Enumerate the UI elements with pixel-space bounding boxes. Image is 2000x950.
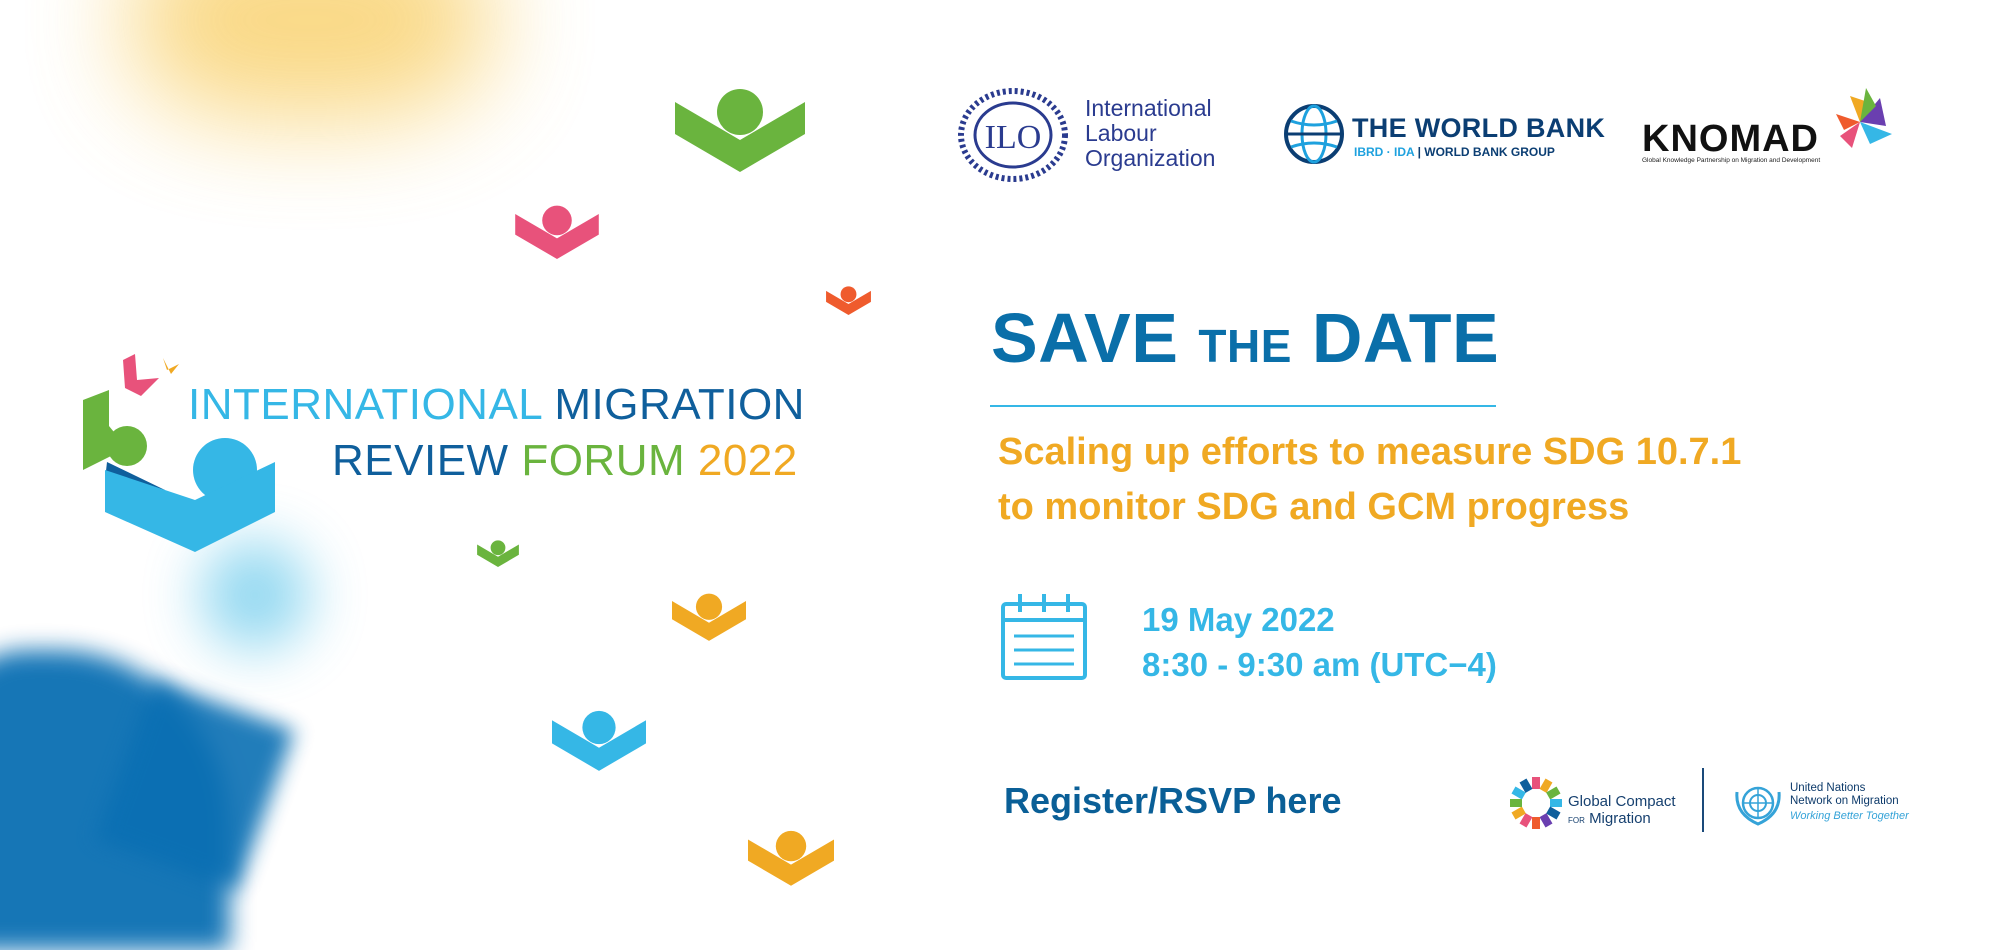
un-line2: Network on Migration	[1790, 795, 1899, 807]
ilo-name-line3: Organization	[1085, 145, 1216, 171]
ilo-name: International Labour Organization	[1085, 96, 1215, 171]
ilo-emblem-text: ILO	[985, 119, 1042, 156]
headline-the: THE	[1198, 320, 1292, 372]
world-bank-sub-group: WORLD BANK GROUP	[1424, 145, 1555, 159]
bird-icon	[552, 710, 646, 771]
world-bank-sub-ibrd: IBRD · IDA	[1354, 145, 1415, 159]
forum-title-line1: INTERNATIONAL MIGRATION	[188, 380, 805, 430]
heading-divider	[990, 405, 1496, 407]
save-the-date-heading: SAVE THE DATE	[991, 298, 1499, 378]
background-yellow-blur	[130, 0, 490, 120]
knomad-star-icon	[1836, 88, 1892, 148]
globe-icon	[1284, 104, 1344, 164]
headline-date: DATE	[1311, 299, 1500, 377]
bird-icon	[826, 286, 871, 315]
forum-title-year: 2022	[697, 436, 798, 485]
bird-icon	[672, 593, 746, 641]
bird-icon	[748, 830, 834, 886]
subtitle-line2: to monitor SDG and GCM progress	[998, 486, 1630, 528]
knomad-tagline: Global Knowledge Partnership on Migratio…	[1642, 157, 1821, 164]
knomad-name: KNOMAD	[1642, 118, 1819, 160]
forum-title-review: REVIEW	[332, 436, 509, 485]
forum-title-line2: REVIEW FORUM 2022	[332, 436, 798, 486]
event-date-time: 19 May 2022 8:30 - 9:30 am (UTC−4)	[1142, 597, 1497, 687]
forum-title-forum: FORUM	[521, 436, 686, 485]
ilo-name-line2: Labour	[1085, 120, 1157, 146]
bird-icon	[477, 540, 519, 567]
ilo-name-line1: International	[1085, 95, 1212, 121]
gcm-line2: Migration	[1589, 810, 1651, 827]
subtitle-line1: Scaling up efforts to measure SDG 10.7.1	[998, 431, 1742, 473]
event-subtitle: Scaling up efforts to measure SDG 10.7.1…	[998, 425, 1741, 535]
forum-title-international: INTERNATIONAL	[188, 380, 542, 429]
calendar-icon	[1001, 594, 1087, 680]
event-time: 8:30 - 9:30 am (UTC−4)	[1142, 646, 1497, 683]
un-emblem-icon	[1735, 786, 1781, 826]
gcm-line2-wrap: FOR Migration	[1568, 810, 1676, 829]
world-bank-subtitle: IBRD · IDA | WORLD BANK GROUP	[1354, 145, 1555, 159]
world-bank-sub-sep: |	[1417, 145, 1421, 159]
register-link[interactable]: Register/RSVP here	[1004, 780, 1342, 821]
forum-title-migration: MIGRATION	[554, 380, 805, 429]
ilo-emblem-icon: ILO	[958, 88, 1068, 182]
bird-icon	[515, 205, 599, 259]
gcm-name: Global Compact FOR Migration	[1568, 793, 1676, 829]
headline-save: SAVE	[991, 299, 1179, 377]
world-bank-title: THE WORLD BANK	[1352, 113, 1606, 143]
gcm-wheel-icon	[1510, 777, 1562, 829]
gcm-for: FOR	[1568, 816, 1585, 825]
event-date: 19 May 2022	[1142, 601, 1335, 638]
logo-separator	[1702, 768, 1704, 832]
gcm-line1: Global Compact	[1568, 793, 1676, 810]
bird-icon	[675, 89, 805, 172]
un-network-name: United Nations Network on Migration	[1790, 782, 1899, 808]
imrf-logo-mark	[83, 354, 275, 552]
un-tagline: Working Better Together	[1790, 810, 1909, 822]
background-cyan-blur	[200, 540, 310, 650]
un-line1: United Nations	[1790, 782, 1866, 794]
